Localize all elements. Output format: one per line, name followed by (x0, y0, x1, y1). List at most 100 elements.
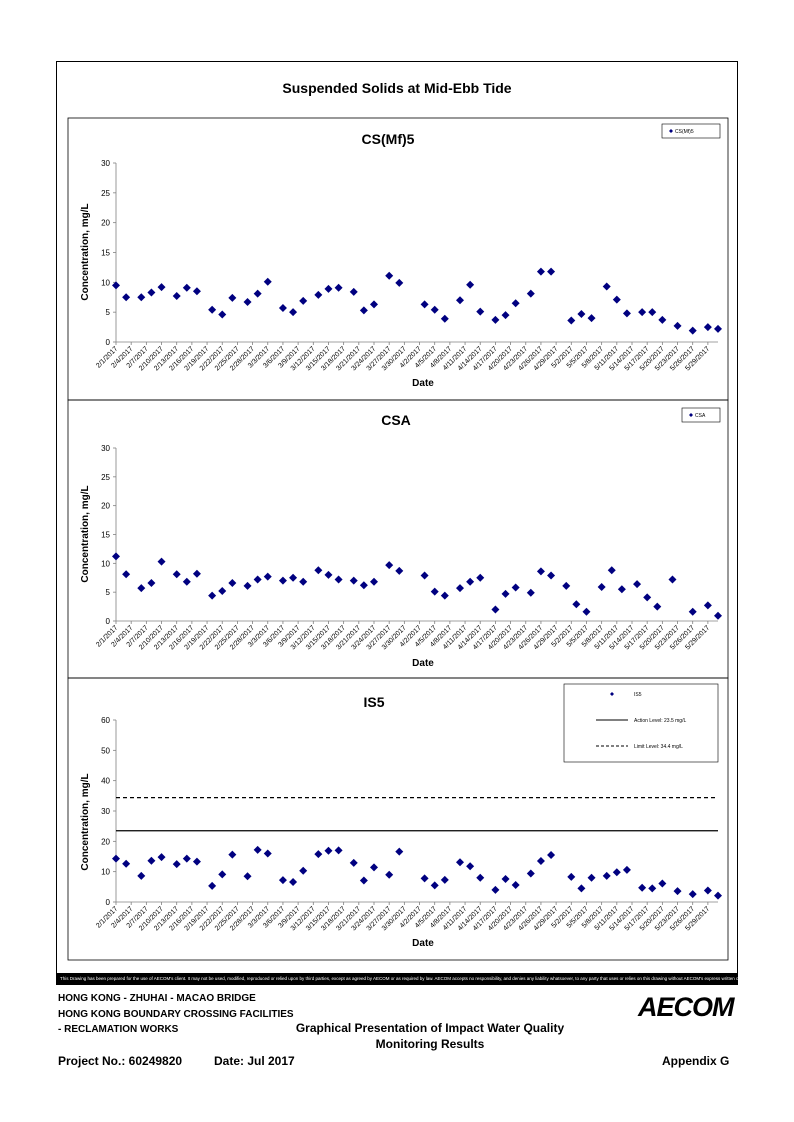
data-point (182, 854, 191, 863)
data-point (349, 576, 358, 585)
data-point (278, 876, 287, 885)
data-point (562, 581, 571, 590)
data-point (172, 570, 181, 579)
data-point (395, 847, 404, 856)
data-point (536, 267, 545, 276)
data-point (228, 293, 237, 302)
data-point (314, 850, 323, 859)
plot-area: 0510152025302/1/20172/4/20172/7/20172/10… (95, 444, 722, 651)
data-point (501, 311, 510, 320)
data-point (714, 324, 722, 333)
data-point (456, 858, 464, 867)
data-point (612, 295, 621, 304)
data-point (289, 308, 298, 317)
data-point (157, 853, 166, 862)
project-name-line3: - RECLAMATION WORKS (58, 1024, 179, 1035)
data-point (597, 582, 606, 591)
report-date: Date: Jul 2017 (214, 1054, 295, 1068)
data-point (688, 326, 697, 335)
data-point (658, 315, 667, 324)
y-tick-label: 60 (101, 716, 110, 725)
data-point (243, 872, 252, 881)
data-point (385, 271, 394, 280)
data-point (476, 573, 485, 582)
data-point (491, 885, 500, 894)
data-point (703, 323, 712, 332)
legend-box (661, 123, 721, 139)
data-point (208, 881, 217, 890)
data-point (643, 593, 652, 602)
data-point (420, 571, 429, 580)
data-point (491, 605, 500, 614)
data-point (668, 575, 677, 584)
data-point (547, 267, 556, 276)
data-point (228, 850, 237, 859)
aecom-logo: AECOM (638, 992, 734, 1022)
data-point (638, 308, 647, 317)
data-point (359, 581, 368, 590)
legend-box (563, 683, 719, 763)
y-tick-label: 15 (101, 531, 110, 540)
data-point (501, 589, 510, 598)
data-point (688, 890, 697, 899)
chart-csa: CSA Concentration, mg/L Date CSA 0 5 10 15 2… (67, 399, 729, 679)
data-point (476, 873, 485, 882)
data-point (648, 308, 657, 317)
data-point (243, 581, 252, 590)
disclaimer-bar: This Drawing has been prepared for the u… (56, 973, 738, 985)
data-point (430, 305, 439, 314)
data-point (182, 283, 191, 292)
data-point (324, 284, 333, 293)
data-point (714, 611, 722, 620)
data-point (334, 846, 343, 855)
data-point (420, 874, 429, 883)
data-point (547, 850, 556, 859)
data-point (253, 845, 262, 854)
data-point (218, 310, 227, 319)
data-point (526, 869, 535, 878)
data-point (243, 298, 252, 307)
y-tick-label: 20 (101, 502, 110, 511)
data-point (299, 296, 308, 305)
project-name-line1: HONG KONG - ZHUHAI - MACAO BRIDGE (58, 993, 256, 1004)
data-point (440, 314, 449, 323)
data-point (253, 575, 262, 584)
data-point (299, 577, 308, 586)
data-point (359, 876, 368, 885)
data-point (278, 303, 287, 312)
data-point (511, 881, 520, 890)
legend: IS5 Action Level: 23.5 mg/L Limit Level: 3… (563, 683, 719, 763)
y-axis-label: Concentration, mg/L (80, 485, 91, 582)
data-point (289, 573, 298, 582)
data-point (653, 602, 662, 611)
data-point (602, 871, 611, 880)
data-point (658, 879, 667, 888)
data-point (263, 277, 272, 286)
data-point (147, 578, 156, 587)
data-point (511, 299, 520, 308)
legend-label: Action Level: 23.5 mg/L (634, 718, 686, 724)
data-point (122, 293, 131, 302)
data-point (112, 854, 120, 863)
y-tick-label: 50 (101, 746, 110, 755)
data-point (567, 872, 576, 881)
y-tick-label: 10 (101, 278, 110, 287)
data-point (536, 857, 545, 866)
y-axis-label: Concentration, mg/L (80, 773, 91, 870)
legend-label: CS(Mf)5 (675, 129, 694, 135)
data-point (208, 591, 217, 600)
data-point (638, 883, 647, 892)
data-point (137, 293, 146, 302)
data-point (228, 578, 237, 587)
y-tick-label: 0 (106, 617, 111, 626)
data-point (612, 868, 621, 877)
y-tick-label: 0 (106, 338, 111, 347)
data-point (192, 569, 201, 578)
data-point (673, 321, 682, 330)
y-tick-label: 0 (106, 898, 111, 907)
legend-marker (689, 413, 693, 417)
plot-area: 0510152025302/1/20172/4/20172/7/20172/10… (95, 159, 722, 372)
data-point (172, 292, 181, 301)
data-point (147, 856, 156, 865)
y-tick-label: 20 (101, 219, 110, 228)
